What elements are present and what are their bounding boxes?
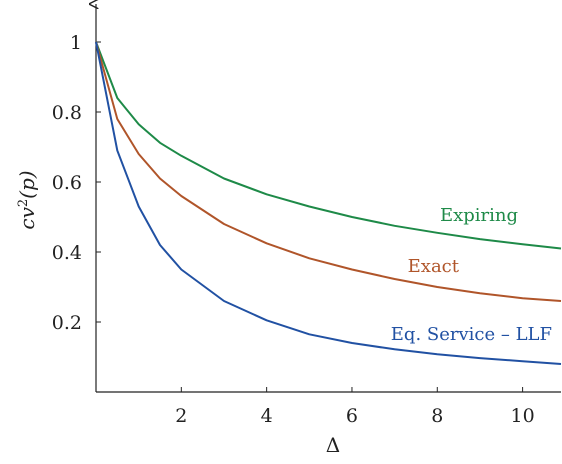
series-line <box>95 41 562 302</box>
series-label: Expiring <box>440 205 518 226</box>
series-label: Eq. Service – LLF <box>391 324 552 345</box>
y-tick-label: 0.4 <box>52 242 82 264</box>
x-tick-label: 6 <box>346 405 358 427</box>
y-tick-label: 0.2 <box>52 312 82 334</box>
series-lines <box>95 41 562 365</box>
series-line <box>95 41 562 250</box>
y-tick-label: 1 <box>70 32 82 54</box>
y-tick-label: 0.6 <box>52 172 82 194</box>
x-tick-label: 10 <box>511 405 535 427</box>
x-axis-title: Δ <box>326 433 340 457</box>
x-tick-label: 2 <box>175 405 187 427</box>
x-tick-label: 8 <box>431 405 443 427</box>
x-tick-label: 4 <box>261 405 273 427</box>
y-axis-title: cv2(p) <box>15 170 39 229</box>
y-tick-label: 0.8 <box>52 102 82 124</box>
series-line <box>95 41 562 365</box>
axis-ticks: 2 4 6 8 10 0.2 0.4 0.6 0.8 1 <box>52 32 535 427</box>
series-label: Exact <box>408 256 460 277</box>
series-labels: Expiring Exact Eq. Service – LLF <box>391 205 552 345</box>
